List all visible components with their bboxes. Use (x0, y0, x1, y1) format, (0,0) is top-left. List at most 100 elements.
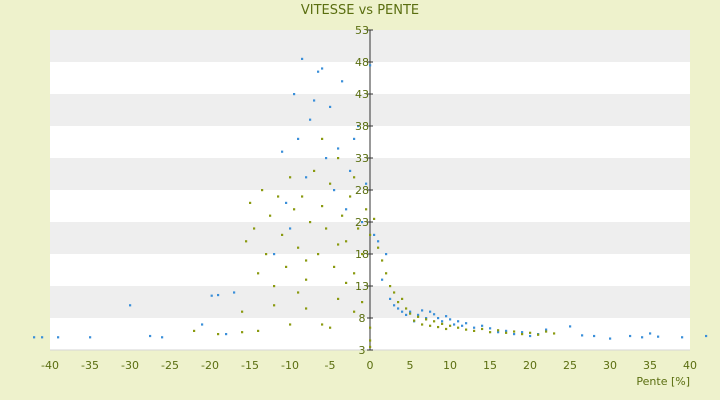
data-point (305, 278, 308, 281)
data-point (233, 291, 236, 294)
data-point (253, 227, 256, 230)
data-point (389, 285, 392, 288)
data-point (545, 328, 548, 331)
data-point (385, 272, 388, 275)
data-point (513, 333, 516, 336)
y-axis (367, 29, 373, 351)
data-point (353, 310, 356, 313)
data-point (385, 253, 388, 256)
data-point (521, 333, 524, 336)
data-point (281, 233, 284, 236)
data-point (245, 240, 248, 243)
data-point (373, 233, 376, 236)
data-point (377, 246, 380, 249)
y-tick-label: 13 (355, 280, 369, 293)
data-point (297, 137, 300, 140)
data-point (409, 310, 412, 313)
data-point (33, 336, 36, 339)
data-point (473, 329, 476, 332)
data-point (353, 137, 356, 140)
data-point (273, 304, 276, 307)
data-point (269, 214, 272, 217)
data-point (297, 291, 300, 294)
data-point (425, 317, 428, 320)
data-point (457, 320, 460, 323)
data-point (449, 324, 452, 327)
x-tick-label: 20 (523, 359, 537, 372)
data-point (321, 137, 324, 140)
data-point (341, 214, 344, 217)
y-tick-label: 8 (359, 312, 366, 325)
data-point (305, 259, 308, 262)
data-point (421, 309, 424, 312)
data-point (417, 315, 420, 318)
data-point (393, 304, 396, 307)
data-point (285, 265, 288, 268)
x-tick-label: 30 (603, 359, 617, 372)
x-tick-labels: -40 -35 -30 -25 -20 -15 -10 -5 0 5 10 15 20 25 30 35 40 (41, 359, 697, 372)
data-point (217, 333, 220, 336)
data-point (409, 312, 412, 315)
data-point (309, 118, 312, 121)
data-point (489, 327, 492, 330)
data-point (657, 335, 660, 338)
y-tick-label: 53 (355, 24, 369, 37)
data-point (273, 285, 276, 288)
data-point (210, 294, 213, 297)
x-tick-label: 15 (483, 359, 497, 372)
x-tick-label: 25 (563, 359, 577, 372)
data-point (149, 334, 152, 338)
data-point (457, 326, 460, 329)
data-point (353, 272, 356, 275)
data-point (497, 329, 500, 332)
data-point (289, 323, 292, 326)
data-point (629, 334, 632, 338)
data-point (289, 227, 292, 230)
data-point (465, 328, 468, 331)
data-point (257, 329, 260, 332)
data-point (369, 326, 372, 329)
data-point (529, 331, 532, 334)
data-point (321, 323, 324, 326)
data-point (489, 331, 492, 334)
data-point (345, 281, 348, 284)
data-point (313, 99, 316, 102)
data-point (317, 70, 320, 73)
data-point (433, 313, 436, 316)
data-point (329, 326, 332, 329)
y-tick-label: 23 (355, 216, 369, 229)
data-point (333, 189, 336, 192)
data-point (353, 176, 356, 179)
data-point (57, 336, 60, 339)
data-point (277, 195, 280, 198)
x-tick-label: 10 (443, 359, 457, 372)
data-point (505, 329, 508, 332)
data-point (377, 240, 380, 243)
x-tick-label: -30 (121, 359, 139, 372)
data-point (241, 331, 244, 334)
data-point (261, 189, 264, 192)
data-point (201, 323, 204, 326)
data-point (369, 64, 372, 67)
data-point (349, 195, 352, 198)
data-point (481, 324, 484, 327)
y-tick-label: 43 (355, 88, 369, 101)
x-tick-label: -25 (161, 359, 179, 372)
data-point (317, 253, 320, 256)
data-point (161, 336, 164, 339)
data-point (513, 330, 516, 333)
data-point (249, 201, 252, 204)
data-point (193, 329, 196, 332)
data-point (441, 320, 444, 323)
data-point (705, 334, 708, 338)
data-point (285, 201, 288, 204)
data-point (421, 323, 424, 326)
data-point (129, 304, 132, 307)
data-point (641, 336, 644, 339)
data-point (349, 169, 352, 172)
data-point (297, 246, 300, 249)
x-tick-label: -20 (201, 359, 219, 372)
data-point (361, 301, 364, 304)
data-point (369, 339, 372, 342)
data-point (313, 169, 316, 172)
